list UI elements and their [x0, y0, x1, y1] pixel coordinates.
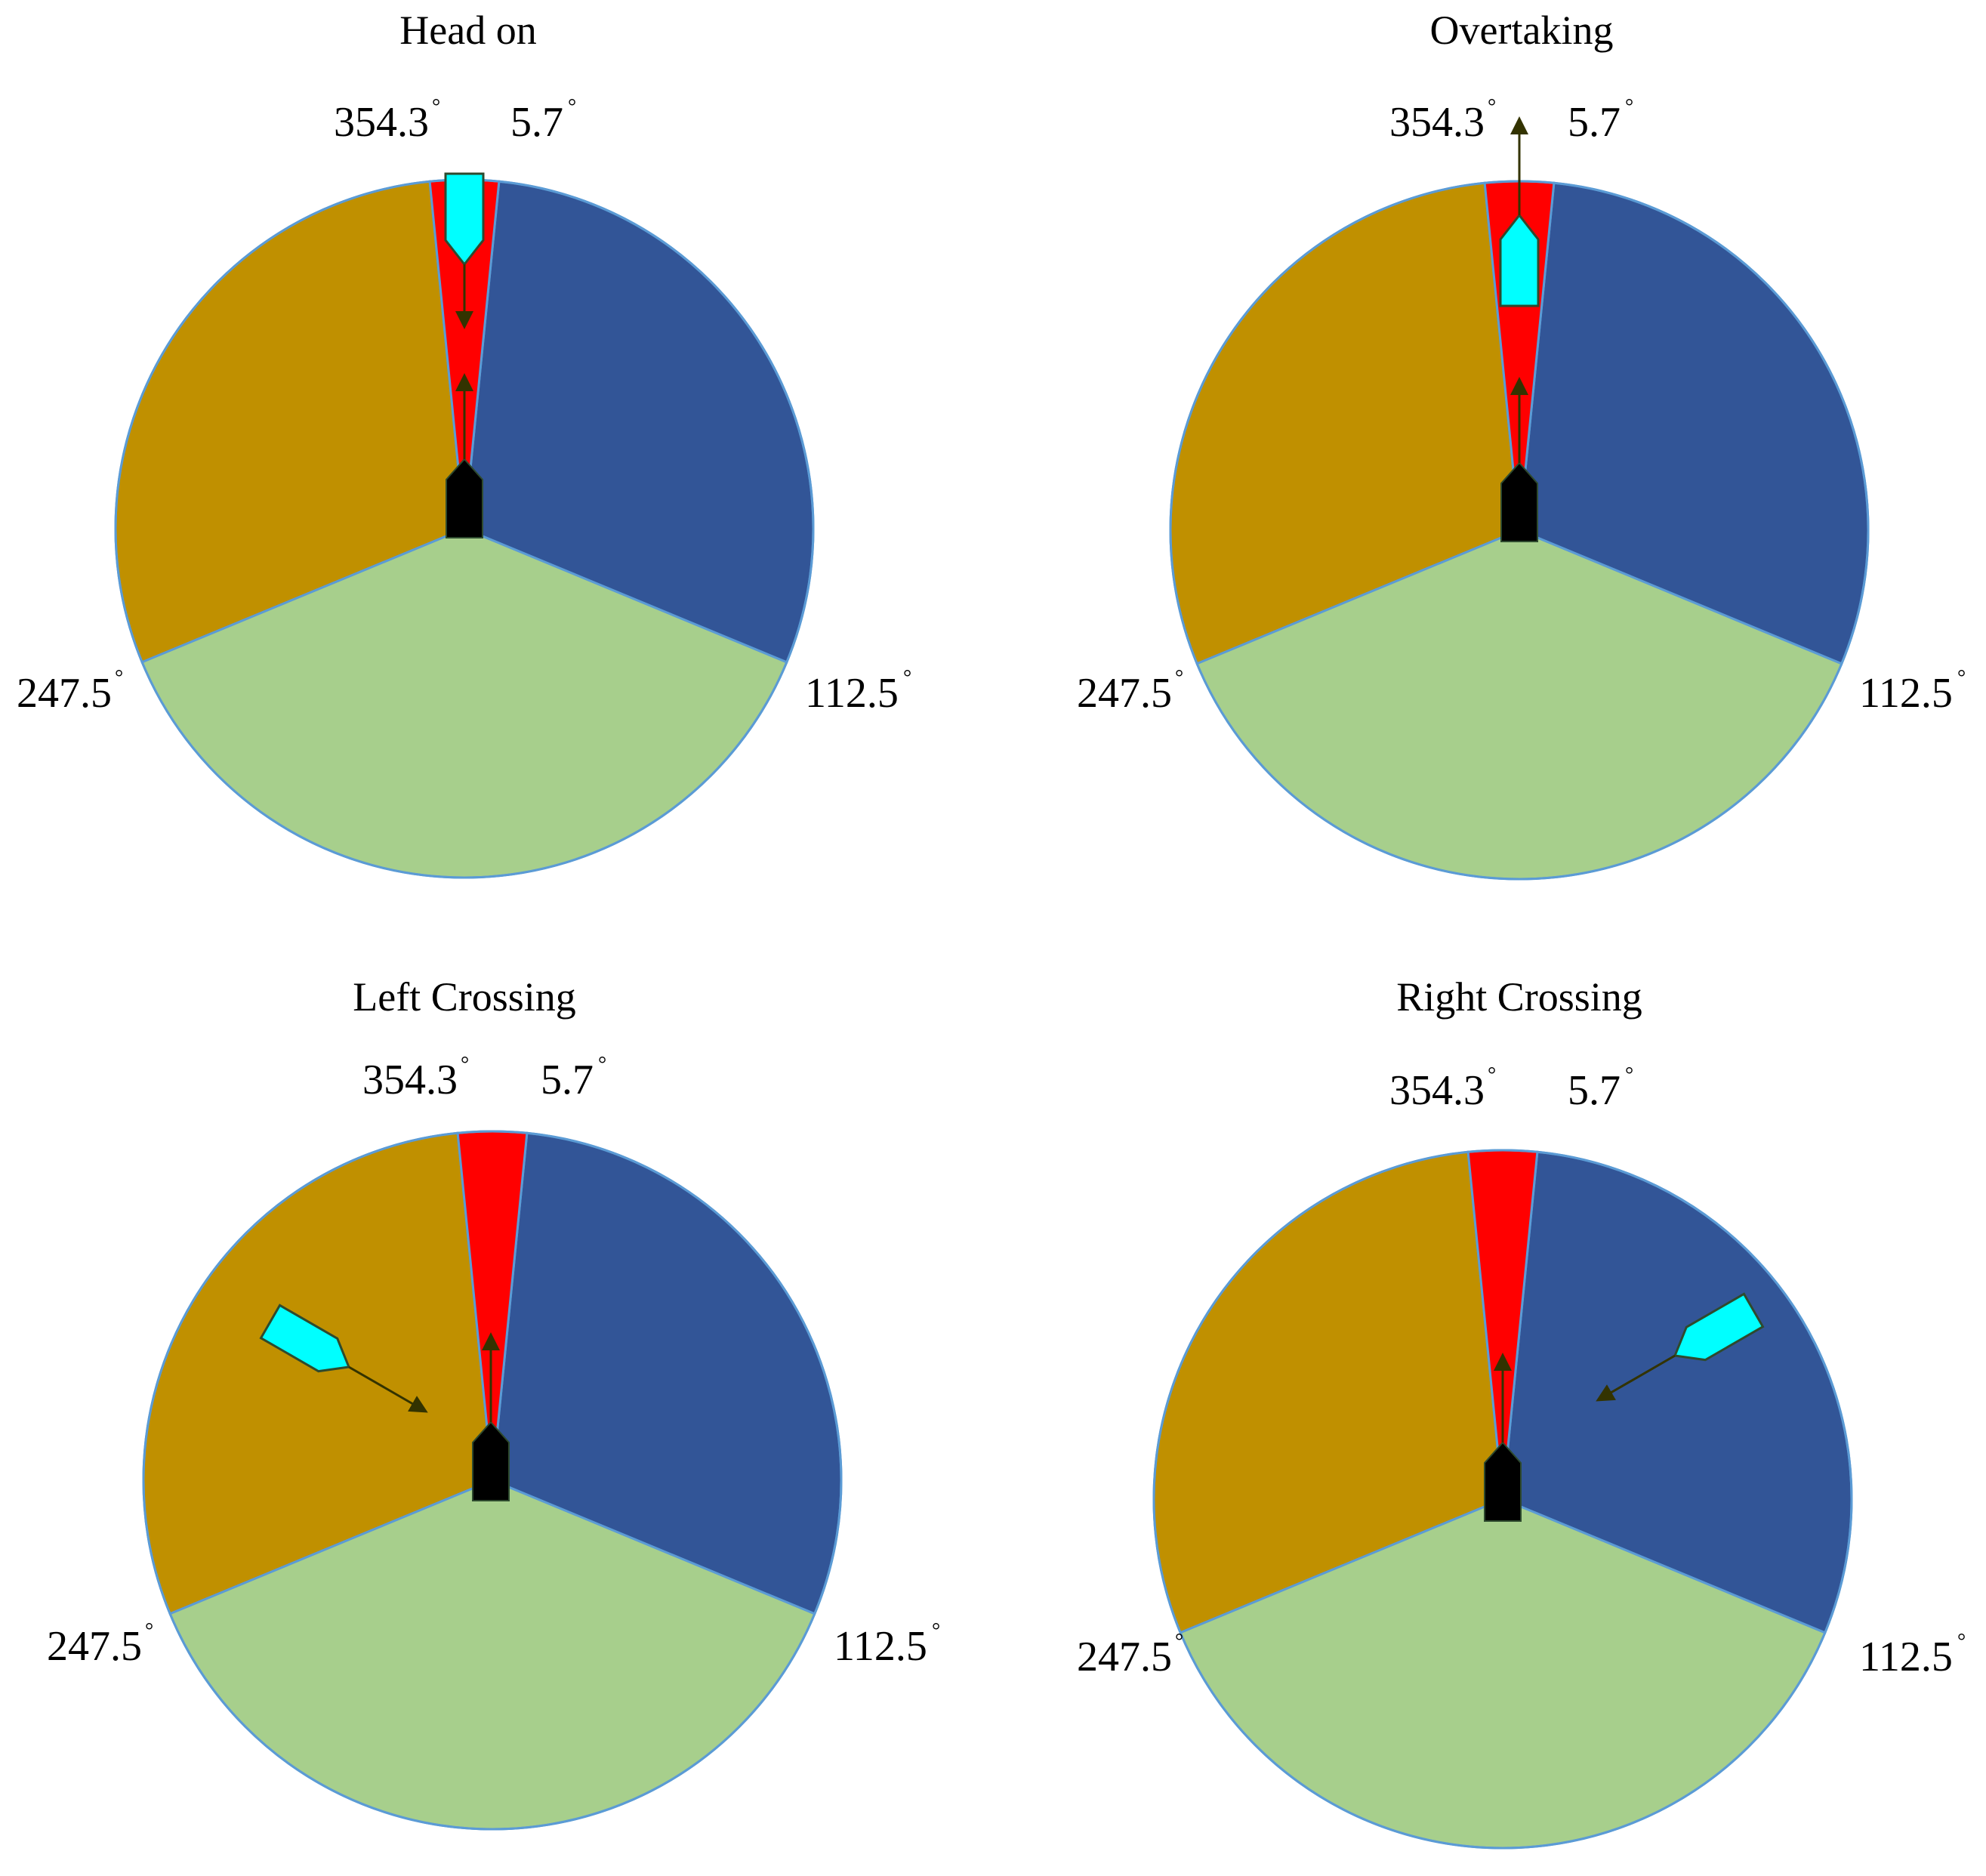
target-ship [1499, 116, 1540, 307]
panel-overtaking: Overtaking 354.3 ° 5.7 ° 112.5 ° 247.5 ° [1077, 8, 1966, 881]
bearing-label-247: 247.5 [1077, 1634, 1172, 1680]
own-ship-hull [1500, 461, 1538, 542]
degree-symbol: ° [461, 1053, 469, 1076]
target-ship [259, 1304, 428, 1413]
bearing-labels: 354.3 ° 5.7 ° 112.5 ° 247.5 ° [17, 95, 911, 717]
target-course-arrow [1596, 1354, 1676, 1402]
bearing-label-112: 112.5 [1859, 1634, 1953, 1680]
target-ship-hull [444, 172, 485, 267]
target-ship [1596, 1292, 1765, 1402]
panel-left-crossing: Left Crossing 354.3 ° 5.7 ° 112.5 ° 247.… [47, 974, 940, 1831]
degree-symbol: ° [1175, 666, 1183, 690]
bearing-label-247: 247.5 [17, 670, 112, 717]
target-ship [444, 172, 485, 329]
bearing-label-5: 5.7 [510, 99, 563, 146]
panel-title: Left Crossing [353, 974, 575, 1020]
degree-symbol: ° [932, 1619, 940, 1643]
panel-title: Overtaking [1430, 8, 1614, 53]
target-ship-hull [1499, 213, 1540, 307]
degree-symbol: ° [1625, 1063, 1633, 1087]
bearing-label-354: 354.3 [1389, 1067, 1485, 1114]
degree-symbol: ° [1175, 1630, 1183, 1653]
degree-symbol: ° [145, 1619, 153, 1643]
bearing-labels: 354.3 ° 5.7 ° 112.5 ° 247.5 ° [47, 1053, 940, 1670]
degree-symbol: ° [903, 666, 911, 690]
panel-title: Head on [399, 8, 536, 53]
own-ship [1484, 1353, 1522, 1522]
bearing-label-354: 354.3 [362, 1057, 458, 1103]
panel-right-crossing: Right Crossing 354.3 ° 5.7 ° 112.5 ° 247… [1077, 974, 1966, 1850]
degree-symbol: ° [1488, 95, 1496, 119]
sector-wheel [1152, 1149, 1853, 1850]
own-ship-hull [1484, 1441, 1522, 1522]
bearing-label-5: 5.7 [1568, 99, 1621, 146]
bearing-label-112: 112.5 [1859, 670, 1953, 717]
wheel-outline [1152, 1149, 1853, 1850]
own-ship [446, 373, 483, 538]
bearing-label-247: 247.5 [47, 1623, 142, 1670]
bearing-label-354: 354.3 [334, 99, 429, 146]
degree-symbol: ° [1957, 666, 1966, 690]
own-ship [1500, 377, 1538, 542]
target-ship-hull [1673, 1292, 1765, 1362]
degree-symbol: ° [115, 666, 123, 690]
bearing-label-112: 112.5 [834, 1623, 927, 1670]
bearing-label-5: 5.7 [1568, 1067, 1621, 1114]
bearing-labels: 354.3 ° 5.7 ° 112.5 ° 247.5 ° [1077, 1063, 1966, 1680]
bearing-label-354: 354.3 [1389, 99, 1485, 146]
bearing-label-5: 5.7 [541, 1057, 594, 1103]
degree-symbol: ° [432, 95, 440, 119]
bearing-label-112: 112.5 [805, 670, 899, 717]
own-ship-hull [446, 458, 483, 538]
degree-symbol: ° [568, 95, 576, 119]
panel-title: Right Crossing [1396, 974, 1642, 1020]
target-ship-hull [259, 1304, 351, 1373]
panel-head-on: Head on 354.3 ° 5.7 ° 112.5 ° 247.5 ° [17, 8, 911, 879]
degree-symbol: ° [1957, 1630, 1966, 1653]
degree-symbol: ° [1488, 1063, 1496, 1087]
sector-wheel [114, 178, 815, 879]
wheel-outline [142, 1130, 843, 1831]
own-ship [472, 1332, 510, 1501]
target-course-arrow [348, 1365, 428, 1413]
bearing-labels: 354.3 ° 5.7 ° 112.5 ° 247.5 ° [1077, 95, 1966, 717]
own-ship-hull [472, 1421, 510, 1501]
sector-wheel [142, 1130, 843, 1831]
bearing-label-247: 247.5 [1077, 670, 1172, 717]
degree-symbol: ° [598, 1053, 606, 1076]
degree-symbol: ° [1625, 95, 1633, 119]
